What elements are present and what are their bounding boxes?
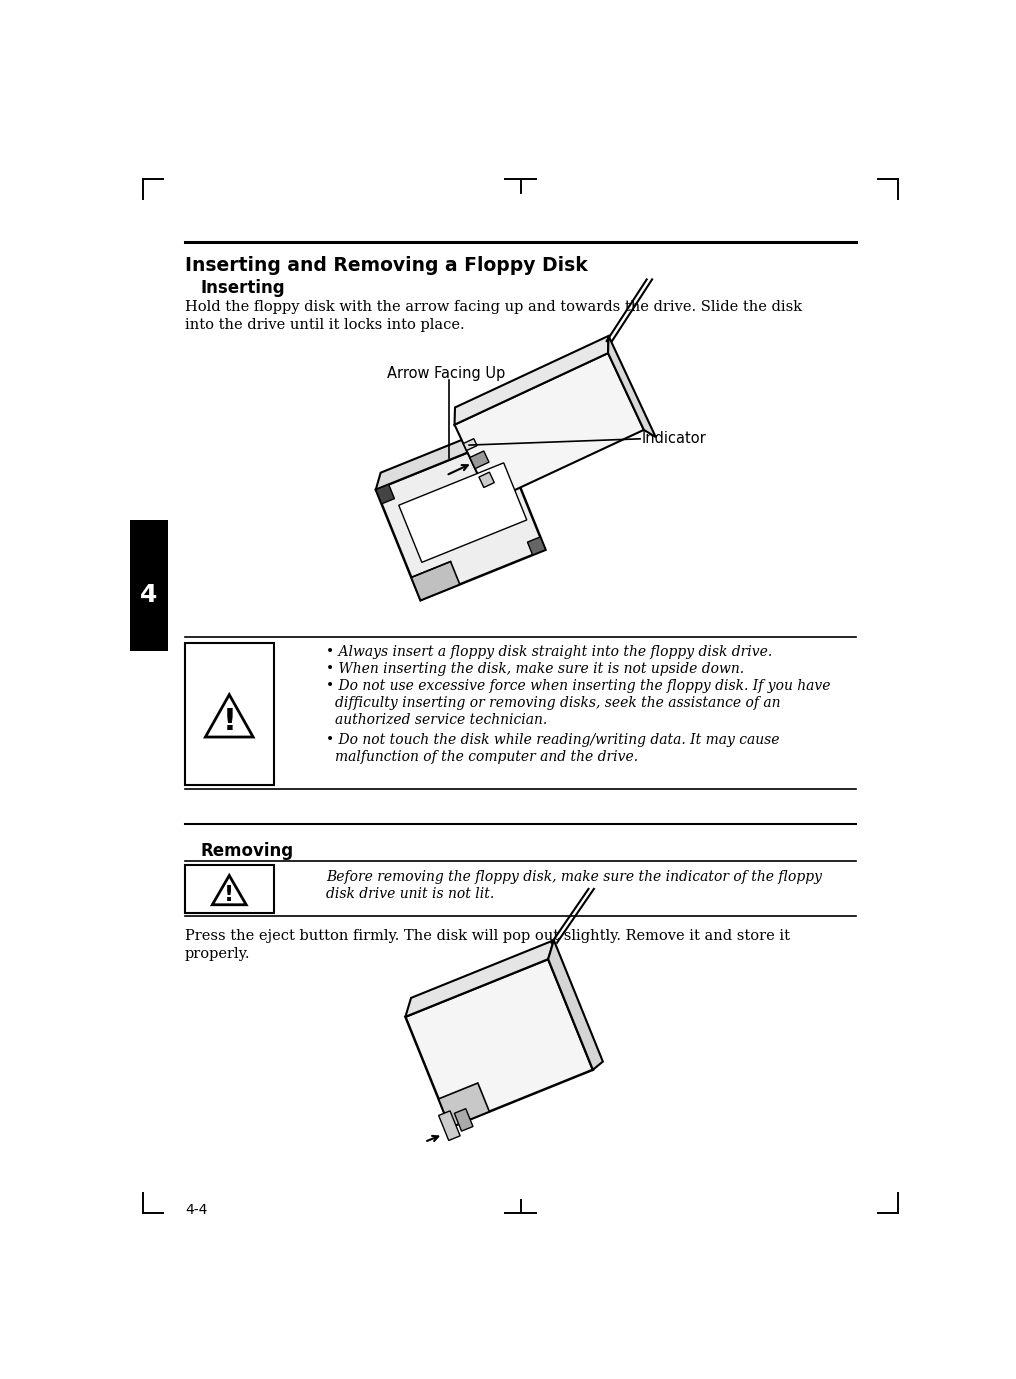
Polygon shape: [454, 336, 609, 425]
Text: Inserting and Removing a Floppy Disk: Inserting and Removing a Floppy Disk: [185, 256, 587, 276]
Polygon shape: [398, 463, 526, 563]
Polygon shape: [439, 1083, 490, 1128]
Text: • Do not use excessive force when inserting the floppy disk. If you have: • Do not use excessive force when insert…: [326, 678, 830, 694]
Polygon shape: [549, 940, 602, 1070]
Text: Indicator: Indicator: [641, 432, 706, 447]
Polygon shape: [439, 1111, 460, 1140]
Text: Before removing the floppy disk, make sure the indicator of the floppy: Before removing the floppy disk, make su…: [326, 870, 822, 884]
Polygon shape: [463, 439, 478, 451]
Polygon shape: [376, 422, 506, 490]
Polygon shape: [411, 561, 460, 600]
Polygon shape: [527, 536, 546, 554]
Text: Hold the floppy disk with the arrow facing up and towards the drive. Slide the d: Hold the floppy disk with the arrow faci…: [185, 301, 802, 314]
Polygon shape: [608, 336, 655, 437]
Text: malfunction of the computer and the drive.: malfunction of the computer and the driv…: [335, 750, 638, 764]
Text: !: !: [223, 707, 236, 736]
Text: • Do not touch the disk while reading/writing data. It may cause: • Do not touch the disk while reading/wr…: [326, 734, 779, 747]
Text: Arrow Facing Up: Arrow Facing Up: [387, 365, 506, 381]
Text: Removing: Removing: [200, 841, 294, 859]
Bar: [185, 866, 273, 913]
Text: Press the eject button firmly. The disk will pop out slightly. Remove it and sto: Press the eject button firmly. The disk …: [185, 929, 790, 943]
Text: disk drive unit is not lit.: disk drive unit is not lit.: [326, 887, 494, 900]
Text: 4-4: 4-4: [185, 1204, 207, 1218]
Text: properly.: properly.: [185, 947, 251, 961]
Text: • Always insert a floppy disk straight into the floppy disk drive.: • Always insert a floppy disk straight i…: [326, 645, 772, 659]
Polygon shape: [205, 695, 253, 736]
Bar: [185, 643, 273, 785]
Text: into the drive until it locks into place.: into the drive until it locks into place…: [185, 319, 464, 332]
Text: difficulty inserting or removing disks, seek the assistance of an: difficulty inserting or removing disks, …: [335, 696, 780, 710]
Polygon shape: [454, 1109, 473, 1131]
Text: Inserting: Inserting: [200, 280, 285, 298]
Polygon shape: [212, 876, 246, 905]
Polygon shape: [479, 472, 494, 488]
Polygon shape: [376, 484, 394, 503]
Text: 4: 4: [140, 583, 157, 607]
Polygon shape: [376, 439, 546, 600]
Polygon shape: [405, 940, 554, 1016]
Polygon shape: [454, 353, 644, 502]
Polygon shape: [469, 451, 489, 469]
Bar: [130, 520, 168, 651]
Text: • When inserting the disk, make sure it is not upside down.: • When inserting the disk, make sure it …: [326, 662, 744, 676]
Polygon shape: [405, 960, 593, 1128]
Text: authorized service technician.: authorized service technician.: [335, 713, 548, 727]
Text: !: !: [225, 885, 235, 905]
